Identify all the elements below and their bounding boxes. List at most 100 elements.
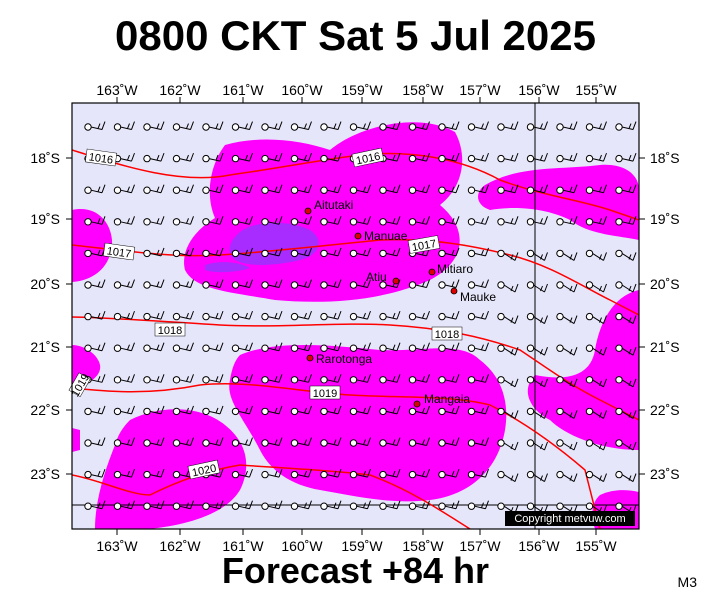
wind-barb	[349, 216, 371, 226]
wind-barb	[349, 342, 371, 352]
wind-barb	[143, 342, 165, 352]
wind-barb	[497, 312, 519, 325]
wind-barb	[84, 468, 106, 479]
wind-barb	[113, 310, 135, 321]
wind-barb	[526, 216, 548, 226]
wind-barb	[84, 437, 106, 447]
isobar-label: 1017	[106, 245, 132, 260]
wind-barb	[113, 405, 135, 416]
wind-barb	[379, 405, 401, 416]
isobar-label: 1016	[88, 151, 114, 166]
place-aitutaki: Aitutaki	[304, 198, 353, 215]
lat-label: 23˚S	[30, 466, 60, 482]
wind-barb	[556, 407, 578, 419]
wind-barb	[231, 184, 253, 194]
isobar-1019	[72, 383, 601, 529]
lon-label: 155˚W	[575, 82, 617, 98]
wind-barb	[290, 500, 312, 510]
wind-barb	[556, 152, 578, 163]
wind-barb	[231, 216, 253, 226]
wind-barb	[84, 216, 106, 226]
lon-label: 161˚W	[222, 82, 264, 98]
wind-barb	[320, 374, 342, 384]
wind-barb	[261, 184, 283, 194]
wind-barb	[261, 247, 283, 258]
wind-barb	[408, 279, 430, 289]
wind-barb	[438, 437, 460, 447]
isobar-1020	[72, 464, 471, 529]
lat-label: 21˚S	[30, 339, 60, 355]
place-manuae: Manuae	[354, 229, 408, 243]
wind-barb	[556, 184, 578, 194]
lon-label: 156˚W	[518, 538, 560, 554]
wind-barb	[349, 374, 371, 384]
wind-barb	[202, 374, 224, 384]
wind-barb	[113, 121, 135, 131]
wind-barb	[615, 344, 637, 356]
wind-barb	[615, 216, 637, 226]
wind-barb	[113, 279, 135, 289]
wind-barb	[143, 468, 165, 479]
wind-barb	[290, 468, 312, 479]
wind-barb	[290, 405, 312, 416]
wind-barb	[172, 310, 194, 321]
svg-text:Rarotonga: Rarotonga	[316, 352, 372, 366]
wind-barb	[438, 279, 460, 289]
wind-barb	[349, 437, 371, 447]
wind-barb	[290, 342, 312, 352]
wind-barb	[84, 342, 106, 352]
wind-barb	[438, 468, 460, 479]
wind-barb	[379, 121, 401, 131]
wind-barb	[467, 247, 489, 258]
lat-label: 20˚S	[650, 276, 680, 292]
wind-barb	[202, 279, 224, 289]
wind-barb	[526, 249, 548, 261]
isobar-label: 1017	[411, 238, 437, 254]
wind-barb	[113, 374, 135, 384]
wind-barb	[526, 312, 548, 325]
wind-barb	[497, 344, 519, 356]
wind-barb	[290, 216, 312, 226]
place-mitiaro: Mitiaro	[428, 262, 473, 276]
wind-barb	[379, 342, 401, 352]
wind-barb	[113, 437, 135, 447]
wind-barb	[172, 405, 194, 416]
chart-title: 0800 CKT Sat 5 Jul 2025	[115, 12, 596, 59]
wind-barb	[379, 247, 401, 258]
wind-barb	[172, 437, 194, 447]
wind-barb	[113, 342, 135, 352]
wind-barb	[320, 279, 342, 289]
map-frame	[71, 102, 640, 530]
wind-barb	[202, 437, 224, 447]
wind-barb	[261, 152, 283, 163]
wind-barb	[467, 152, 489, 163]
wind-barb	[290, 121, 312, 131]
wind-barb	[261, 468, 283, 479]
wind-barb	[231, 468, 253, 479]
wind-barb	[379, 374, 401, 384]
wind-barb	[556, 216, 578, 226]
wind-barb	[202, 121, 224, 131]
wind-barb	[143, 437, 165, 447]
lon-label: 158˚W	[402, 82, 444, 98]
wind-barb	[438, 374, 460, 384]
wind-barb	[497, 407, 519, 419]
wind-barbs	[84, 121, 637, 514]
wind-barb	[290, 437, 312, 447]
wind-barb	[261, 279, 283, 289]
wind-barb	[261, 500, 283, 510]
wind-barb	[172, 216, 194, 226]
lat-label: 19˚S	[650, 211, 680, 227]
wind-barb	[556, 312, 578, 325]
lat-label: 20˚S	[30, 276, 60, 292]
wind-barb	[172, 342, 194, 352]
wind-barb	[408, 152, 430, 163]
wind-barb	[585, 184, 607, 194]
wind-barb	[84, 247, 106, 258]
wind-barb	[467, 184, 489, 194]
wind-barb	[113, 184, 135, 194]
wind-barb	[615, 249, 637, 261]
wind-barb	[556, 376, 578, 388]
wind-barb	[320, 342, 342, 352]
wind-barb	[143, 374, 165, 384]
